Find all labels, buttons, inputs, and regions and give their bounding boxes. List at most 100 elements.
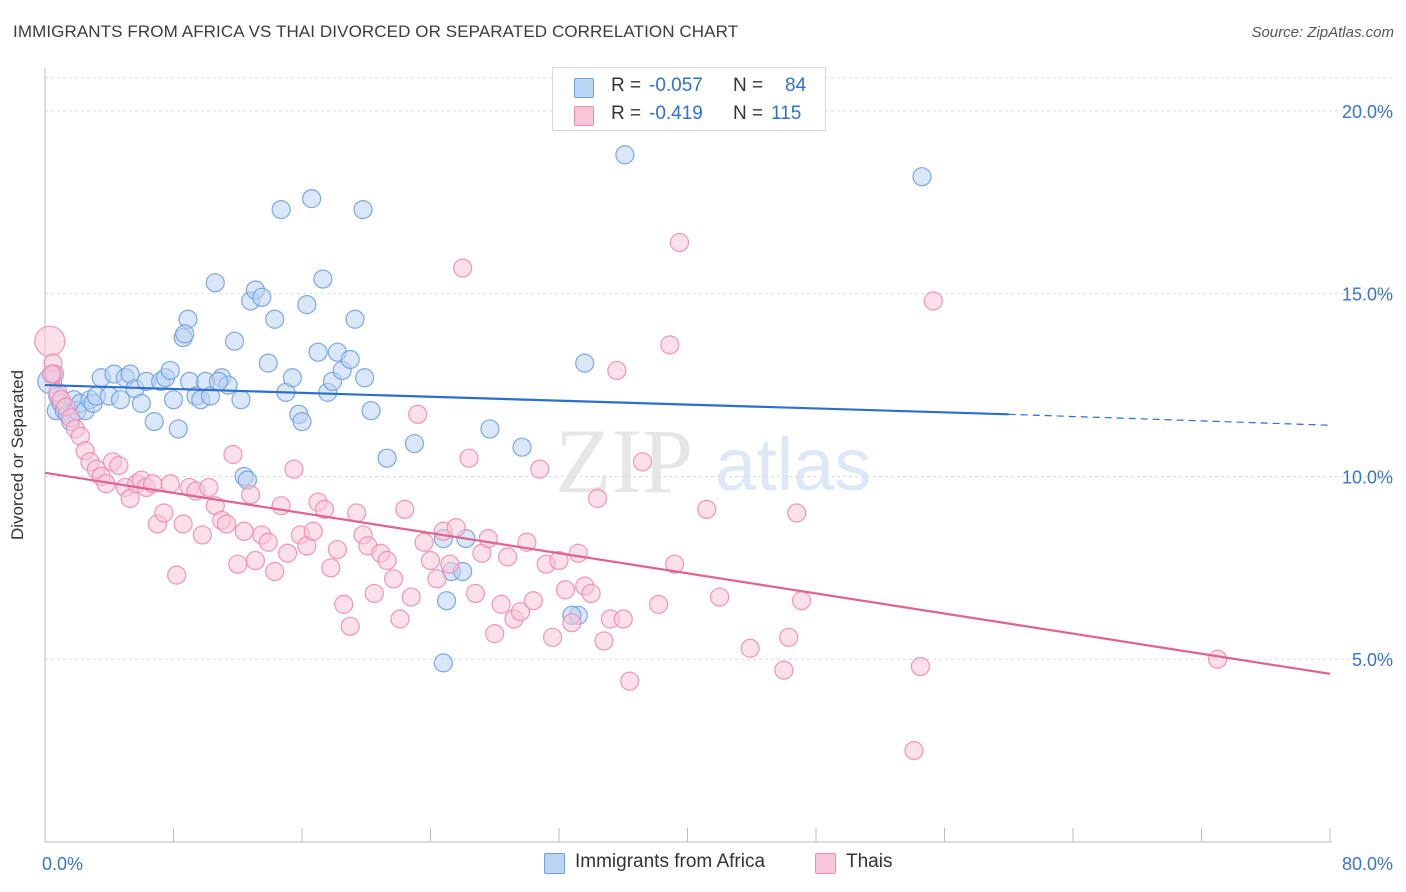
y-tick-label: 15.0% [1342, 285, 1393, 305]
thai-point [284, 459, 304, 479]
africa-point [297, 295, 317, 315]
africa-point [345, 309, 365, 329]
africa-point [282, 368, 302, 388]
thai-point [173, 514, 193, 534]
thai-point [787, 503, 807, 523]
thai-point [446, 518, 466, 538]
source-credit: Source: ZipAtlas.com [1251, 24, 1394, 41]
africa-point [313, 269, 333, 289]
africa-point [110, 390, 131, 410]
thai-point [587, 488, 608, 508]
africa-point [615, 145, 635, 165]
thai-point [459, 448, 479, 468]
y-tick-label: 10.0% [1342, 467, 1393, 487]
thai-point [199, 477, 219, 498]
africa-point [271, 199, 291, 220]
thai-point [523, 591, 543, 611]
thai-point [697, 499, 717, 519]
africa-point [436, 591, 457, 611]
legend-swatch-thai [574, 106, 594, 126]
thai-point [620, 671, 640, 691]
x-tick-label: 0.0% [42, 854, 83, 874]
africa-point [353, 199, 373, 220]
thai-point [377, 550, 397, 571]
bottom-legend-swatch-thai [815, 853, 836, 874]
thai-point [498, 547, 518, 567]
africa-point [200, 386, 221, 406]
legend-n-label: N = [733, 103, 764, 124]
thai-point [491, 594, 511, 614]
thai-point [277, 543, 298, 563]
thai-point [154, 503, 174, 523]
thai-point [41, 364, 62, 384]
africa-point [292, 412, 312, 432]
thai-point [395, 499, 415, 519]
africa-point [258, 353, 278, 373]
thai-point [364, 583, 384, 604]
thai-point [327, 539, 347, 560]
africa-point [340, 349, 360, 370]
legend-n-label: N = [733, 75, 764, 96]
thai-point [347, 503, 367, 523]
thai-point [665, 554, 685, 574]
africa-point [224, 331, 245, 351]
africa-point [512, 437, 532, 457]
thai-point [427, 569, 447, 589]
y-tick-label: 5.0% [1352, 650, 1393, 670]
legend-row-africa: R = -0.057 N = 84 [553, 73, 825, 101]
thai-point [420, 550, 441, 571]
bottom-legend-label-africa: Immigrants from Africa [575, 851, 766, 872]
thai-point [160, 474, 180, 494]
thai-point [223, 444, 243, 465]
africa-point [231, 390, 251, 410]
chart-title: IMMIGRANTS FROM AFRICA VS THAI DIVORCED … [13, 22, 739, 41]
thai-point [440, 554, 460, 574]
bottom-legend-swatch-africa [544, 853, 565, 874]
thai-point [109, 455, 129, 476]
thai-point [904, 741, 924, 761]
legend-r-value: -0.419 [649, 103, 703, 124]
y-axis-label: Divorced or Separated [8, 369, 27, 541]
thai-point [234, 521, 254, 541]
africa-point [575, 353, 595, 373]
thai-point [660, 335, 680, 355]
legend-r-label: R = [611, 75, 642, 96]
thai-point [710, 587, 730, 607]
thai-point [562, 613, 582, 633]
africa-point [361, 401, 381, 421]
africa-point [175, 324, 195, 344]
africa-point [355, 368, 375, 388]
africa-trend-line [44, 383, 1009, 416]
x-tick-label: 80.0% [1342, 854, 1393, 874]
africa-point [205, 273, 225, 293]
africa-point [302, 189, 322, 209]
thai-point [510, 602, 531, 622]
thai-point [34, 325, 66, 357]
legend-r-label: R = [611, 103, 642, 124]
thai-point [648, 594, 669, 614]
thai-point [401, 587, 421, 607]
watermark-atlas: atlas [715, 423, 871, 506]
thai-point [594, 631, 614, 651]
thai-point [568, 543, 588, 563]
thai-point [542, 627, 563, 647]
thai-point [779, 627, 799, 647]
thai-point [740, 638, 760, 658]
thai-point [390, 609, 410, 629]
thai-point [774, 660, 794, 680]
thai-point [632, 452, 653, 472]
africa-point [912, 167, 932, 187]
thai-point [910, 656, 931, 677]
thai-point [303, 521, 323, 541]
thai-point [613, 609, 633, 629]
thai-point [555, 580, 576, 600]
watermark-zip: ZIP [555, 410, 693, 512]
africa-point [480, 419, 500, 439]
thai-point [321, 558, 341, 578]
thai-point [1207, 649, 1228, 669]
thai-point [192, 525, 213, 545]
africa-point [265, 309, 285, 329]
thai-point [607, 360, 627, 381]
thai-point [245, 550, 266, 571]
thai-point [383, 569, 404, 589]
